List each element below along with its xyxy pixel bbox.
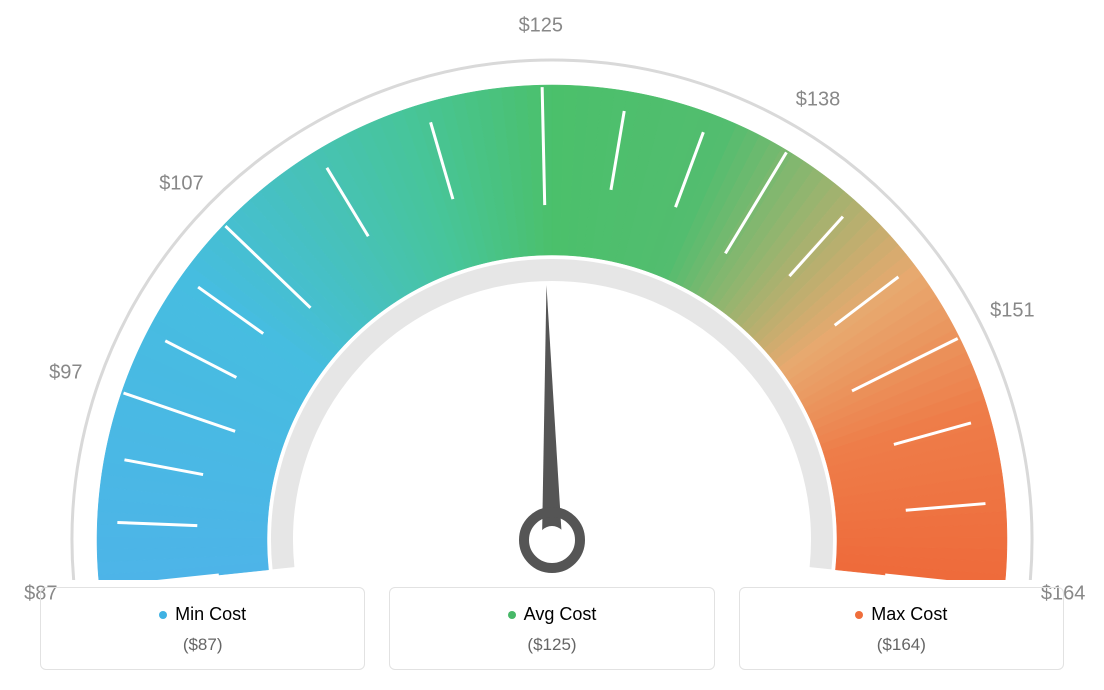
legend-value-min: ($87) <box>53 635 352 655</box>
tick-label: $125 <box>519 15 564 38</box>
legend-title-text: Max Cost <box>871 604 947 625</box>
gauge-chart: $87$97$107$125$138$151$164 <box>0 0 1104 580</box>
legend-value-avg: ($125) <box>402 635 701 655</box>
legend-card-max: Max Cost ($164) <box>739 587 1064 670</box>
tick-label: $151 <box>990 300 1035 323</box>
legend-title-max: Max Cost <box>855 604 947 625</box>
legend-title-text: Min Cost <box>175 604 246 625</box>
tick-label: $97 <box>49 362 82 385</box>
legend-value-max: ($164) <box>752 635 1051 655</box>
tick-label: $138 <box>796 89 841 112</box>
legend-row: Min Cost ($87) Avg Cost ($125) Max Cost … <box>40 587 1064 670</box>
tick-label: $107 <box>159 172 204 195</box>
legend-title-text: Avg Cost <box>524 604 597 625</box>
legend-card-avg: Avg Cost ($125) <box>389 587 714 670</box>
legend-card-min: Min Cost ($87) <box>40 587 365 670</box>
legend-title-min: Min Cost <box>159 604 246 625</box>
gauge-svg <box>0 0 1104 580</box>
dot-icon <box>855 611 863 619</box>
legend-title-avg: Avg Cost <box>508 604 597 625</box>
dot-icon <box>159 611 167 619</box>
dot-icon <box>508 611 516 619</box>
